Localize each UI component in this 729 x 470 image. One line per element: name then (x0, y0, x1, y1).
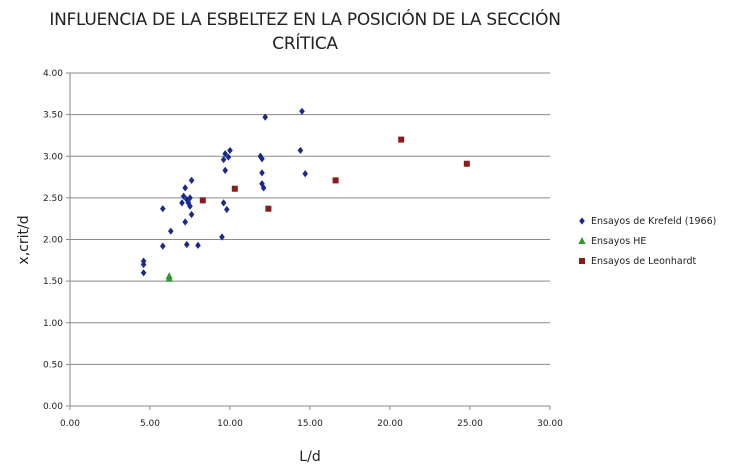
data-point (195, 241, 201, 249)
data-point (140, 260, 147, 269)
y-tick-label: 0.00 (43, 402, 63, 412)
data-point (188, 210, 195, 219)
data-point (182, 184, 188, 192)
data-point (168, 227, 174, 235)
data-point (257, 152, 264, 160)
data-point (165, 272, 173, 280)
data-point (160, 205, 166, 213)
y-tick-label: 3.00 (43, 152, 63, 162)
data-point (187, 194, 193, 202)
data-point (140, 269, 147, 277)
data-point (302, 170, 308, 178)
legend: Ensayos de Krefeld (1966) Ensayos HE Ensay… (569, 210, 727, 278)
x-axis-label: L/d (299, 449, 320, 465)
data-point (299, 107, 305, 115)
data-point (184, 240, 190, 249)
data-points (140, 107, 470, 282)
x-tick-label: 0.00 (60, 419, 80, 429)
data-point (187, 202, 193, 210)
legend-label: Ensayos de Krefeld (1966) (591, 215, 717, 227)
data-point (180, 192, 187, 200)
data-point (225, 153, 232, 161)
chart-title: INFLUENCIA DE LA ESBELTEZ EN LA POSICIÓN… (0, 8, 610, 56)
x-tick-label: 20.00 (377, 419, 403, 429)
x-tick-label: 10.00 (217, 419, 243, 429)
data-point (182, 218, 188, 226)
data-point (220, 199, 227, 207)
y-axis-label: x,crit/d (16, 215, 32, 264)
y-tick-label: 2.50 (43, 194, 63, 204)
legend-swatch (579, 217, 585, 225)
data-point (160, 242, 166, 250)
data-point (179, 199, 185, 207)
legend-item: Ensayos de Leonhardt (577, 252, 727, 270)
data-point (262, 113, 268, 121)
x-tick-label: 5.00 (140, 419, 160, 429)
data-point (224, 205, 230, 214)
data-point (259, 155, 265, 163)
legend-item: Ensayos HE (577, 232, 727, 250)
legend-swatch (579, 258, 585, 264)
data-point (188, 176, 195, 184)
data-point (398, 136, 405, 143)
data-point (463, 160, 470, 167)
data-point (219, 233, 225, 241)
y-tick-label: 2.00 (43, 236, 63, 246)
x-tick-labels: 0.00 5.00 10.00 15.00 20.00 25.00 30.00 (60, 419, 563, 429)
data-point (199, 197, 206, 204)
triangle-marker-icon (577, 237, 587, 245)
data-point (259, 169, 265, 177)
y-tick-labels: 0.00 0.50 1.00 1.50 2.00 2.50 3.00 3.50 4.00 (43, 69, 63, 412)
x-tick-label: 30.00 (537, 419, 563, 429)
data-point (185, 199, 192, 207)
data-point (297, 146, 304, 155)
legend-label: Ensayos HE (591, 235, 647, 247)
chart-title-line-2: CRÍTICA (272, 34, 338, 54)
data-point (260, 184, 267, 192)
y-tick-label: 4.00 (43, 69, 63, 79)
axes (66, 72, 551, 410)
y-tick-label: 1.50 (43, 277, 63, 287)
legend-label: Ensayos de Leonhardt (591, 255, 697, 267)
square-marker-icon (577, 257, 587, 265)
x-tick-label: 25.00 (457, 419, 483, 429)
data-point (220, 155, 227, 164)
data-point (222, 166, 228, 175)
data-point (222, 150, 228, 158)
diamond-marker-icon (577, 217, 587, 225)
legend-item: Ensayos de Krefeld (1966) (577, 212, 727, 230)
chart-title-line-1: INFLUENCIA DE LA ESBELTEZ EN LA POSICIÓN… (49, 10, 561, 30)
data-point (265, 205, 272, 212)
y-tick-label: 3.50 (43, 111, 63, 121)
gridlines (70, 72, 550, 365)
data-point (231, 185, 238, 192)
y-tick-label: 1.00 (43, 319, 63, 329)
x-tick-label: 15.00 (297, 419, 323, 429)
y-tick-label: 0.50 (43, 360, 63, 370)
data-point (184, 195, 190, 204)
data-point (332, 177, 339, 184)
data-point (227, 146, 233, 155)
legend-swatch (578, 237, 586, 244)
